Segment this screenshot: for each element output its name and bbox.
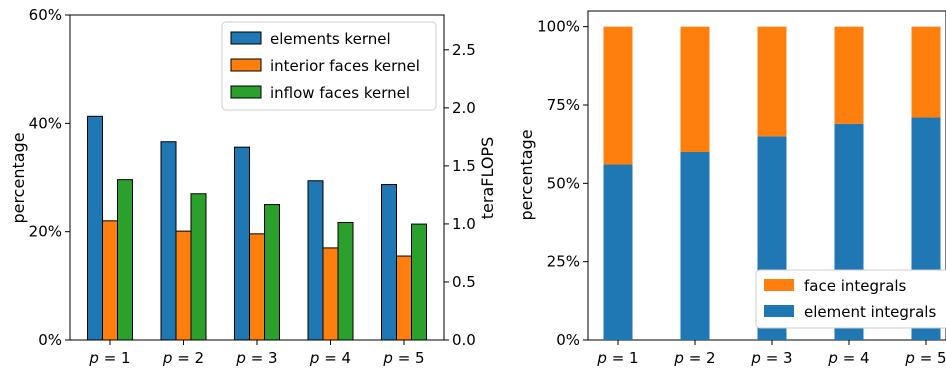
legend-swatch-interior-faces-kernel: [230, 58, 262, 72]
left-right-y-tick-label: 0.5: [452, 273, 476, 291]
legend-label-interior-faces-kernel: interior faces kernel: [270, 57, 420, 75]
right-x-tick-label: p = 1: [596, 349, 638, 367]
bar-interior-faces-kernel-1: [102, 220, 118, 341]
left-legend: elements kernel interior faces kernel in…: [221, 21, 437, 111]
bar-elements-kernel-1: [87, 115, 103, 341]
bar-interior-faces-kernel-3: [249, 233, 265, 341]
left-right-y-tick-label: 2.0: [452, 99, 476, 117]
legend-swatch-face-integrals: [764, 279, 794, 291]
right-y-tick-label: 50%: [547, 174, 580, 192]
legend-label-element-integrals: element integrals: [804, 303, 936, 321]
bar-elements-kernel-3: [234, 146, 250, 341]
stacked-bar-face-integrals-5: [911, 26, 941, 118]
bar-inflow-faces-kernel-1: [117, 179, 133, 341]
stacked-bar-face-integrals-1: [603, 26, 633, 165]
right-x-tick-label: p = 2: [673, 349, 715, 367]
stacked-bar-element-integrals-1: [603, 164, 633, 340]
left-right-y-tick-label: 1.5: [452, 157, 476, 175]
legend-label-inflow-faces-kernel: inflow faces kernel: [270, 84, 410, 102]
left-y-tick-label: 60%: [29, 6, 62, 24]
bar-interior-faces-kernel-5: [396, 255, 412, 341]
left-right-axis-label: teraFLOPS: [478, 137, 497, 219]
left-y-tick-label: 40%: [29, 114, 62, 132]
legend-swatch-elements-kernel: [230, 31, 262, 45]
legend-swatch-element-integrals: [764, 305, 794, 317]
left-legend-frame: [221, 21, 437, 111]
right-y-tick-label: 100%: [537, 18, 580, 36]
left-right-y-tick-label: 0.0: [452, 331, 476, 349]
bar-elements-kernel-4: [307, 180, 324, 341]
stacked-bar-face-integrals-2: [680, 26, 710, 153]
left-right-y-tick-label: 1.0: [452, 215, 476, 233]
right-legend-frame: [755, 269, 946, 329]
bar-inflow-faces-kernel-2: [190, 193, 207, 341]
bar-interior-faces-kernel-4: [322, 247, 339, 341]
right-x-tick-label: p = 3: [750, 349, 792, 367]
right-y-tick-label: 0%: [556, 331, 580, 349]
right-legend: face integrals element integrals: [755, 269, 946, 329]
stacked-bar-face-integrals-3: [757, 26, 787, 137]
left-x-tick-label: p = 4: [309, 349, 351, 367]
left-y-tick-label: 20%: [29, 223, 62, 241]
right-y-axis-label: percentage: [517, 129, 536, 220]
legend-swatch-inflow-faces-kernel: [230, 85, 262, 99]
bar-interior-faces-kernel-2: [175, 230, 192, 341]
bar-elements-kernel-5: [381, 184, 397, 341]
left-x-tick-label: p = 5: [382, 349, 424, 367]
right-x-tick-label: p = 5: [904, 349, 946, 367]
left-x-tick-label: p = 2: [162, 349, 204, 367]
bar-inflow-faces-kernel-4: [337, 221, 354, 341]
bar-elements-kernel-2: [160, 141, 177, 341]
bar-inflow-faces-kernel-3: [264, 204, 280, 341]
left-chart: percentage teraFLOPS 0% 20% 40% 60% 0.0 0.5 1…: [9, 6, 497, 367]
left-right-y-tick-label: 2.5: [452, 41, 476, 59]
left-x-tick-label: p = 3: [235, 349, 277, 367]
left-y-axis-label: percentage: [9, 132, 28, 223]
right-x-ticks: p = 1 p = 2 p = 3 p = 4 p = 5: [596, 340, 946, 367]
left-y-ticks: 0% 20% 40% 60%: [29, 6, 70, 349]
legend-label-face-integrals: face integrals: [804, 277, 907, 295]
right-y-ticks: 0% 25% 50% 75% 100%: [537, 18, 588, 349]
stacked-bar-face-integrals-4: [834, 26, 864, 124]
stacked-bar-element-integrals-2: [680, 152, 710, 340]
left-bars: [87, 115, 427, 341]
left-x-ticks: p = 1 p = 2 p = 3 p = 4 p = 5: [88, 340, 425, 367]
left-y-tick-label: 0%: [38, 331, 62, 349]
right-y-tick-label: 75%: [547, 96, 580, 114]
right-x-tick-label: p = 4: [827, 349, 869, 367]
left-x-tick-label: p = 1: [88, 349, 130, 367]
bar-inflow-faces-kernel-5: [411, 223, 427, 341]
legend-label-elements-kernel: elements kernel: [270, 30, 391, 48]
left-right-y-ticks: 0.0 0.5 1.0 1.5 2.0 2.5: [444, 41, 476, 349]
right-y-tick-label: 25%: [547, 253, 580, 271]
